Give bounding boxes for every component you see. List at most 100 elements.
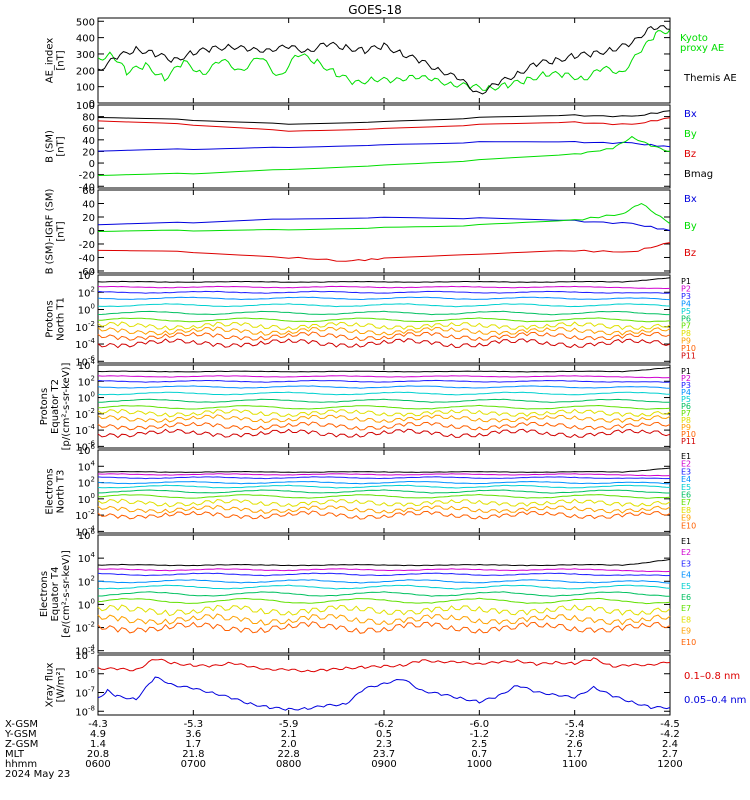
tick-exponent: 6 <box>91 528 96 536</box>
series-line-ae-0 <box>97 29 671 91</box>
legend-e1: E1 <box>681 537 691 546</box>
y-axis-label: B (SM) <box>45 130 56 163</box>
channel-line-ee-6 <box>97 597 671 605</box>
y-axis-label: North T1 <box>56 297 67 341</box>
channel-line-pe-1 <box>97 375 671 379</box>
legend-p8: P8 <box>681 329 691 338</box>
y-tick-label: 40 <box>82 199 95 210</box>
row-value: 22.8 <box>278 749 300 760</box>
legend-p1: P1 <box>681 367 691 376</box>
tick-exponent: 0 <box>91 391 95 399</box>
channel-line-ee-1 <box>97 568 671 573</box>
y-tick-label: 100 <box>76 101 95 112</box>
panel-bigrf: -60 -40 -20 0 20 40 60 B (SM)-IGRF (SM) [nT] Bx By… <box>45 186 697 278</box>
row-value: 2.6 <box>567 739 583 750</box>
tick-exponent: -8 <box>88 704 95 712</box>
tick-exponent: -4 <box>88 644 96 652</box>
row-value: -4.3 <box>88 719 108 730</box>
y-tick-label: -20 <box>79 171 95 182</box>
panel-xray: 10-5 10-6 10-7 10-8 Xray flux [W/m²] 0.1–0.8 n… <box>45 648 747 718</box>
y-tick-label: 10-4 <box>75 423 95 437</box>
tick-exponent: -7 <box>88 686 95 694</box>
y-tick-label: 102 <box>78 285 95 299</box>
legend-e3: E3 <box>681 467 691 476</box>
channel-line-ee-4 <box>97 584 671 590</box>
tick-exponent: 0 <box>91 597 95 605</box>
y-tick-label: 104 <box>78 459 96 473</box>
y-axis-label: [nT] <box>56 50 67 70</box>
channel-line-pe-10 <box>97 428 671 439</box>
row-value: -6.2 <box>374 719 394 730</box>
channel-line-ee-0 <box>97 558 671 567</box>
channel-line-pe-4 <box>97 391 671 396</box>
y-tick-label: 10-2 <box>75 407 95 421</box>
y-tick-label: 106 <box>78 528 96 542</box>
legend-proxy-ae: proxy AE <box>680 43 724 54</box>
y-tick-label: 10-8 <box>75 704 95 718</box>
legend-xray-short: 0.05–0.4 nm <box>684 695 746 706</box>
row-value: 21.8 <box>182 749 204 760</box>
y-tick-label: 0 <box>89 226 95 237</box>
tick-exponent: -2 <box>88 320 95 328</box>
y-axis-label: B (SM)-IGRF (SM) <box>45 189 56 275</box>
legend-p10: P10 <box>681 344 696 353</box>
legend-p10: P10 <box>681 430 696 439</box>
row-value: 3.6 <box>185 729 201 740</box>
row-value: -5.4 <box>565 719 585 730</box>
legend-e9: E9 <box>681 514 691 523</box>
y-tick-label: 0 <box>89 159 95 170</box>
y-axis-label: AE_index <box>45 38 56 84</box>
channel-line-pn-1 <box>97 285 671 290</box>
channel-line-en-0 <box>97 467 671 473</box>
legend-e2: E2 <box>681 548 691 557</box>
channel-line-pe-6 <box>97 404 671 410</box>
row-value: -5.9 <box>279 719 299 730</box>
row-value: 0700 <box>181 759 206 770</box>
y-tick-label: 102 <box>78 476 95 490</box>
legend-p3: P3 <box>681 381 691 390</box>
channel-line-en-7 <box>97 498 671 508</box>
row-value: 1000 <box>467 759 492 770</box>
legend-p7: P7 <box>681 409 691 418</box>
legend-e2: E2 <box>681 460 691 469</box>
channel-line-pe-8 <box>97 414 671 424</box>
row-value: 1.7 <box>567 749 583 760</box>
legend-e4: E4 <box>681 475 691 484</box>
row-value: -6.0 <box>470 719 490 730</box>
channel-line-pn-10 <box>97 338 671 349</box>
legend-e5: E5 <box>681 582 691 591</box>
channel-line-pe-0 <box>97 367 671 373</box>
y-tick-label: -20 <box>79 240 95 251</box>
row-value: 0.5 <box>376 729 392 740</box>
tick-exponent: -4 <box>88 524 96 532</box>
y-axis-label: Electrons <box>45 468 56 514</box>
row-value: 2.4 <box>662 739 678 750</box>
tick-exponent: 2 <box>91 574 95 582</box>
tick-exponent: 0 <box>91 492 95 500</box>
row-value: 0600 <box>85 759 110 770</box>
channel-line-pn-2 <box>97 290 671 294</box>
row-label: Z-GSM <box>5 739 38 750</box>
row-value: -1.2 <box>470 729 490 740</box>
tick-exponent: -6 <box>88 667 96 675</box>
y-tick-label: 80 <box>82 113 95 124</box>
legend-e1: E1 <box>681 452 691 461</box>
y-axis-label: [nT] <box>56 221 67 241</box>
y-tick-label: 106 <box>78 443 96 457</box>
row-label: hhmm <box>5 759 37 770</box>
row-value: 1.7 <box>185 739 201 750</box>
y-tick-label: 10-2 <box>75 621 95 635</box>
channel-line-ee-2 <box>97 572 671 577</box>
row-value: -5.3 <box>184 719 204 730</box>
channel-line-en-4 <box>97 484 671 489</box>
y-axis-label: North T3 <box>56 470 67 514</box>
channel-line-pe-3 <box>97 385 671 389</box>
y-axis-label: Equator T2 <box>50 379 61 434</box>
tick-exponent: -5 <box>88 648 95 656</box>
legend-p9: P9 <box>681 423 691 432</box>
legend-p4: P4 <box>681 299 691 308</box>
legend-e4: E4 <box>681 571 691 580</box>
row-value: 2.0 <box>281 739 297 750</box>
y-tick-label: 102 <box>78 574 95 588</box>
